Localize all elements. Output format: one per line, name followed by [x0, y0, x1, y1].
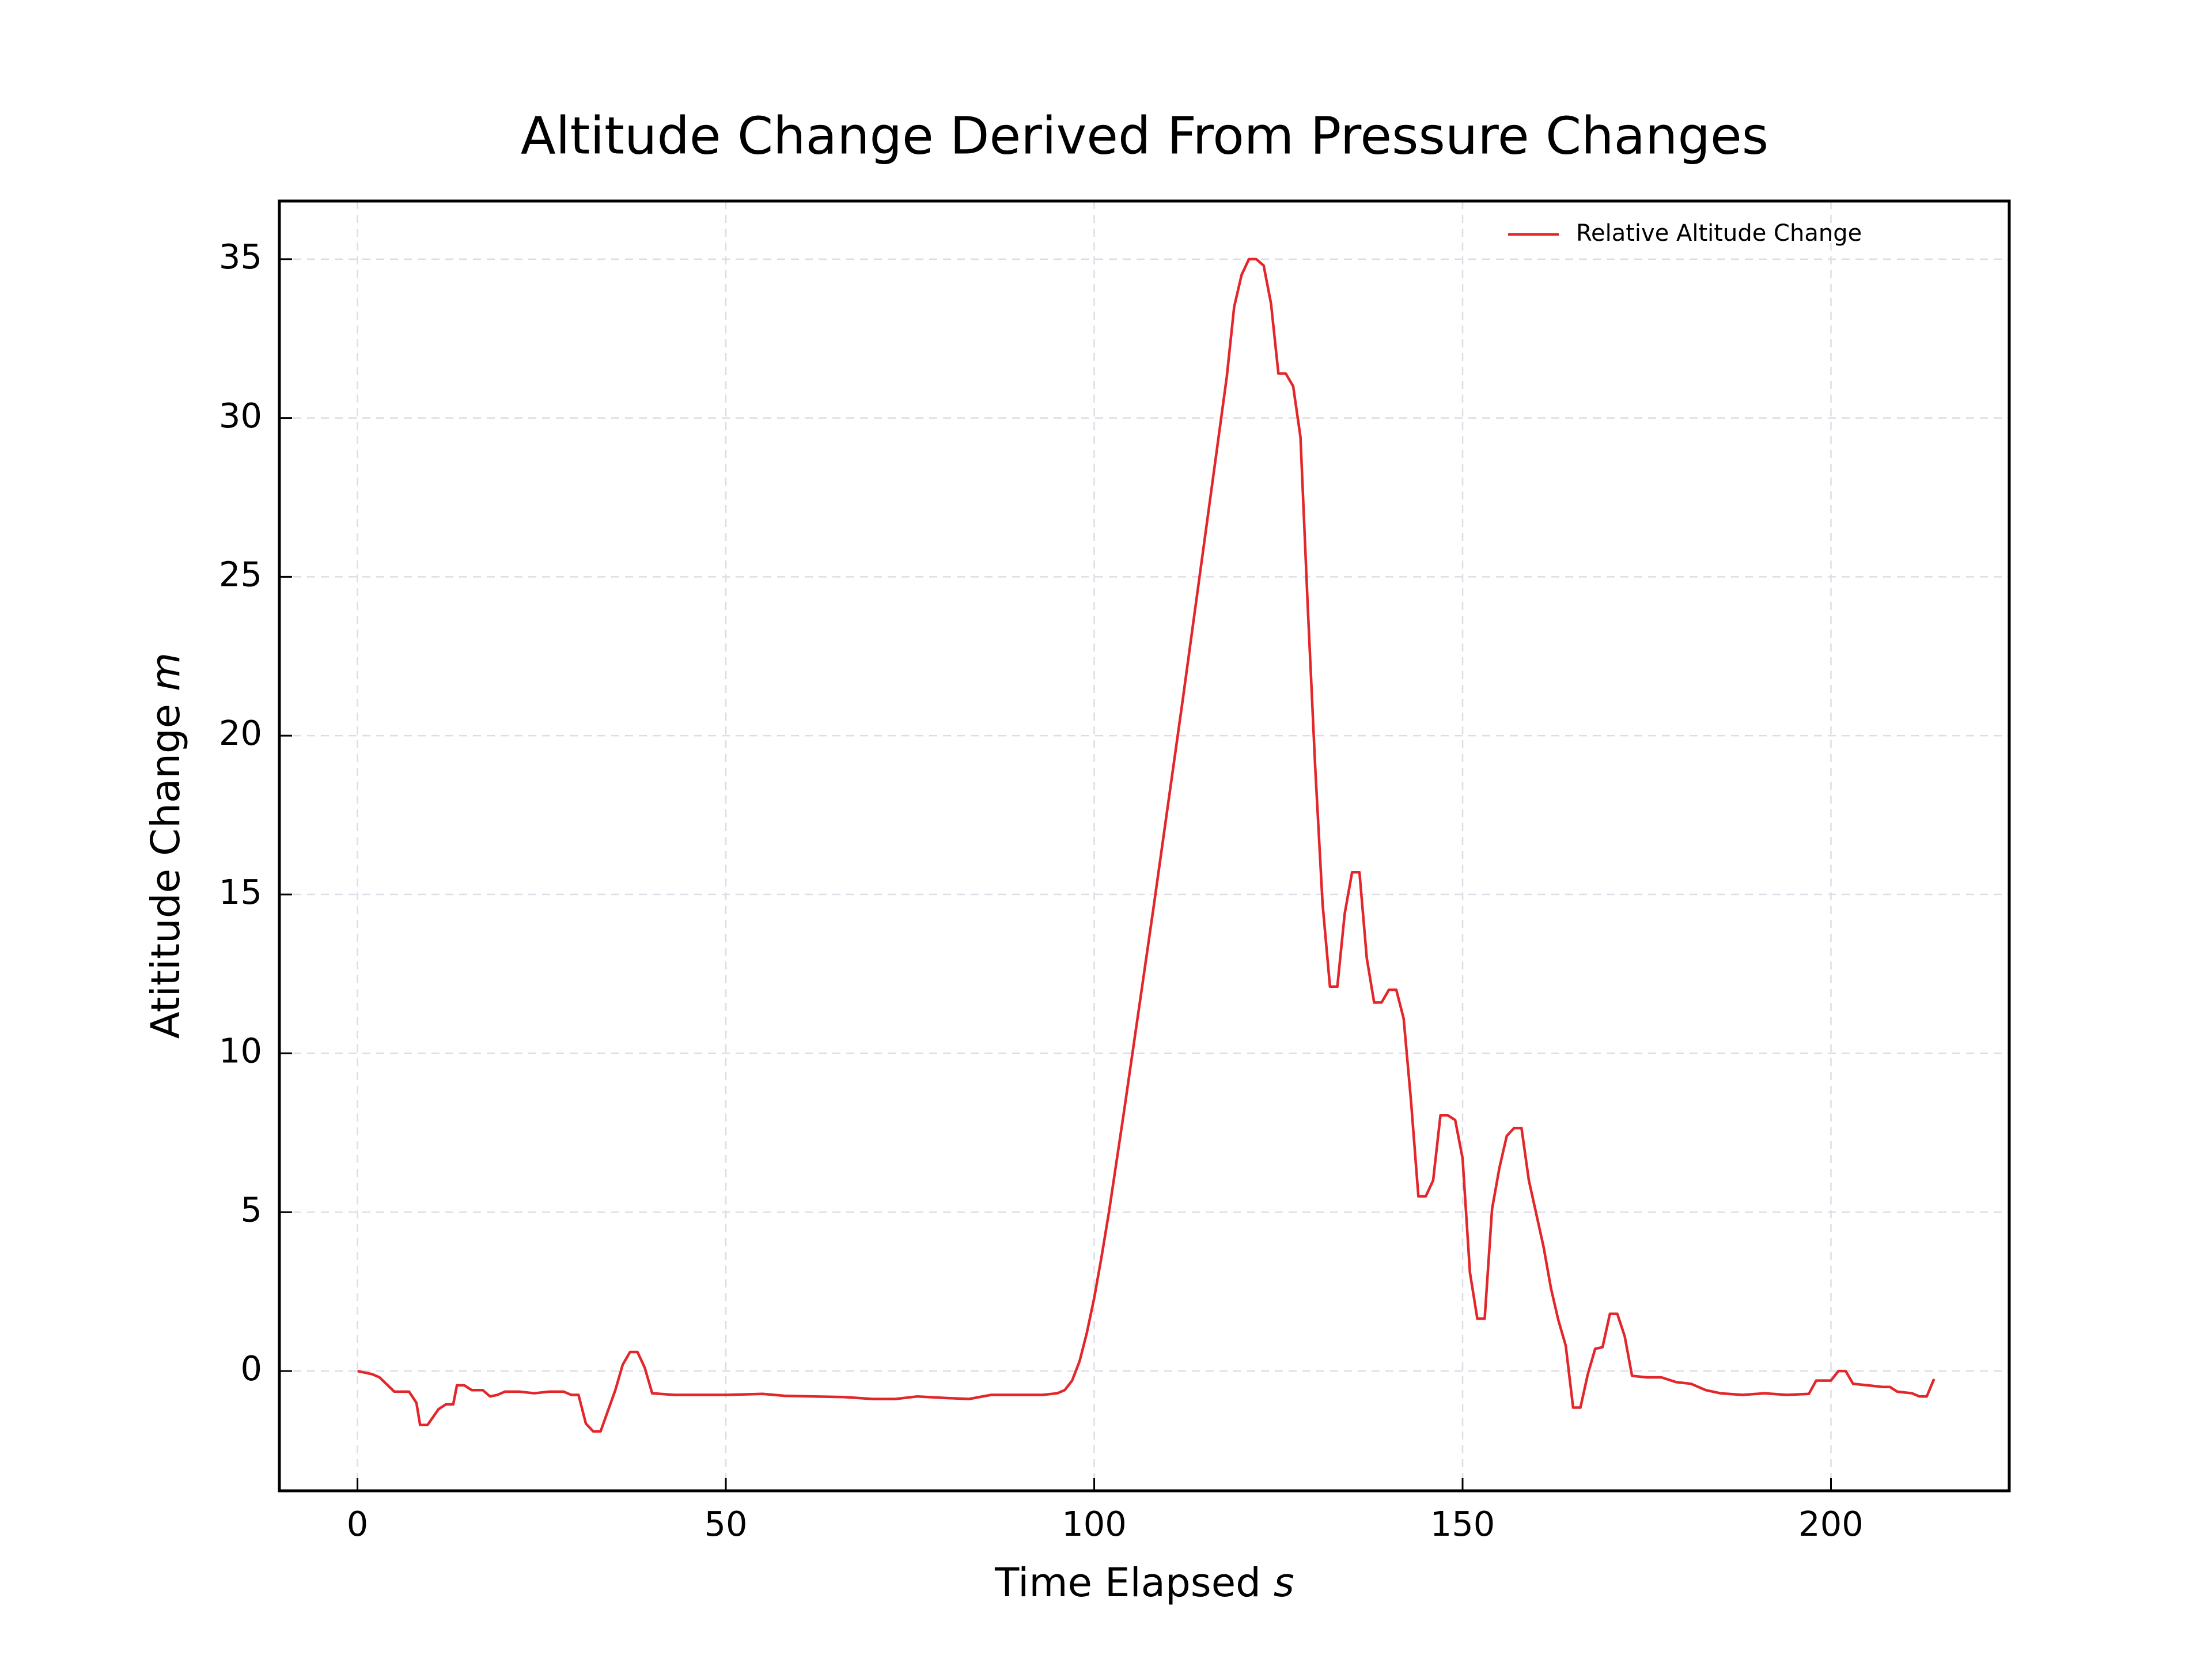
y-tick-label: 0 [240, 1349, 262, 1388]
plot-frame [278, 199, 2011, 1493]
x-axis-label: Time Elapsed s [994, 1560, 1294, 1606]
x-tick-label: 100 [1062, 1504, 1127, 1544]
x-tick-label: 200 [1798, 1504, 1863, 1544]
y-tick-label: 20 [219, 713, 262, 753]
y-tick-label: 10 [219, 1031, 262, 1071]
y-tick-label: 5 [240, 1190, 262, 1229]
y-tick-label: 15 [219, 872, 262, 912]
data-line [357, 257, 1936, 1433]
y-tick-label: 25 [219, 555, 262, 594]
y-tick-label: 35 [219, 237, 262, 276]
chart-title: Altitude Change Derived From Pressure Ch… [521, 105, 1768, 165]
x-tick-label: 50 [704, 1504, 748, 1544]
y-axis-label: Atititude Change m [143, 653, 189, 1039]
x-tick-label: 150 [1430, 1504, 1495, 1544]
y-label-unit: m [143, 653, 189, 691]
x-tick-label: 0 [347, 1504, 369, 1544]
x-label-unit: s [1274, 1560, 1294, 1606]
y-tick-label: 30 [219, 396, 262, 435]
x-label-text: Time Elapsed [994, 1560, 1261, 1606]
y-label-text: Atititude Change [143, 704, 189, 1039]
legend-label: Relative Altitude Change [1576, 220, 1862, 247]
